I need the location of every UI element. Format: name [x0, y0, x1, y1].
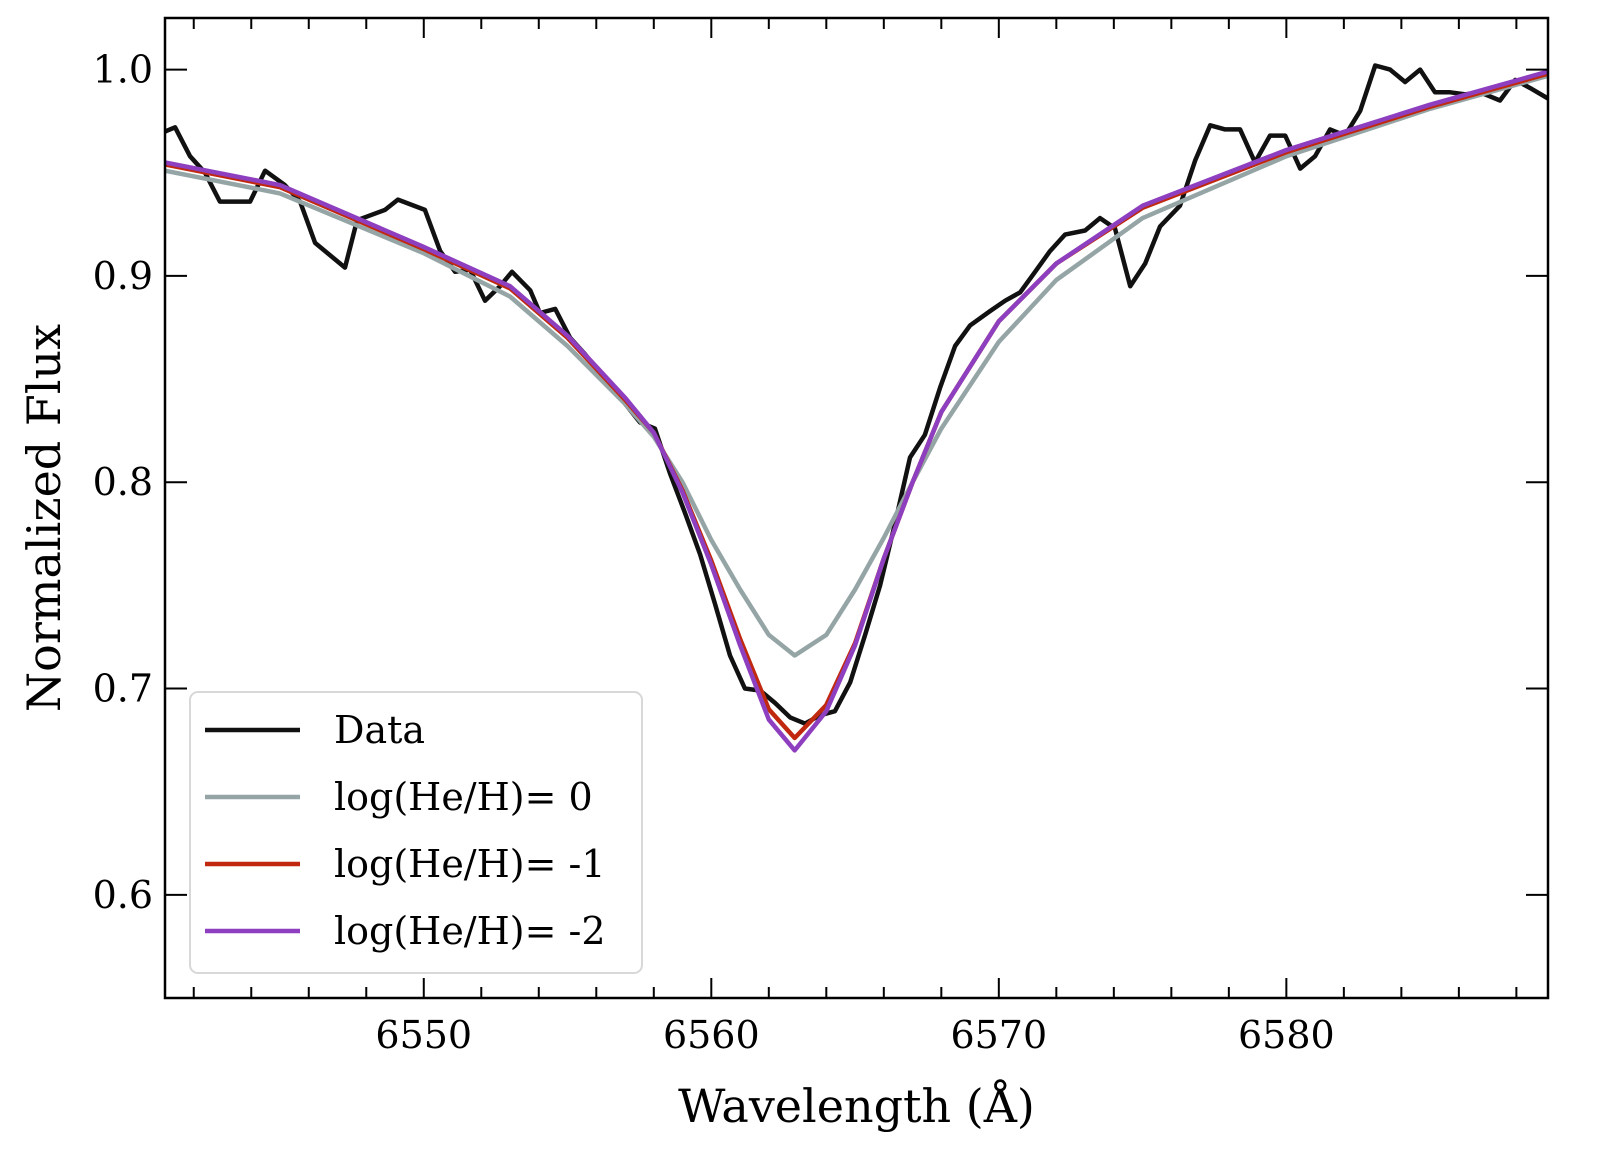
- legend-box: [189, 691, 643, 974]
- legend-label: log(He/H)= -2: [334, 909, 606, 953]
- legend: Data log(He/H)= 0 log(He/H)= -1 log(He/H)= …: [189, 691, 643, 974]
- y-axis-label: Normalized Flux: [17, 324, 71, 712]
- series-line-1: [165, 73, 1548, 658]
- y-tick-label: 0.8: [93, 460, 153, 504]
- x-tick-label: 6560: [663, 1013, 760, 1057]
- y-tick-label: 0.7: [93, 667, 153, 711]
- plot-frame: [163, 16, 1550, 1000]
- legend-label: Data: [334, 708, 425, 752]
- series-lines: [165, 63, 1548, 753]
- y-tick-label: 0.9: [93, 254, 153, 298]
- x-tick-label: 6570: [950, 1013, 1047, 1057]
- axis-ticks: 6550 6560 6570 6580 0.6 0.7 0.8 0.9 1.0: [93, 18, 1548, 1057]
- y-tick-label: 1.0: [93, 48, 153, 92]
- x-axis-label: Wavelength (Å): [678, 1078, 1035, 1133]
- legend-label: log(He/H)= -1: [334, 842, 606, 886]
- x-tick-label: 6550: [375, 1013, 472, 1057]
- x-tick-label: 6580: [1238, 1013, 1335, 1057]
- y-tick-label: 0.6: [93, 873, 153, 917]
- series-line-3: [165, 69, 1548, 753]
- legend-label: log(He/H)= 0: [334, 775, 593, 819]
- series-line-0: [165, 63, 1548, 726]
